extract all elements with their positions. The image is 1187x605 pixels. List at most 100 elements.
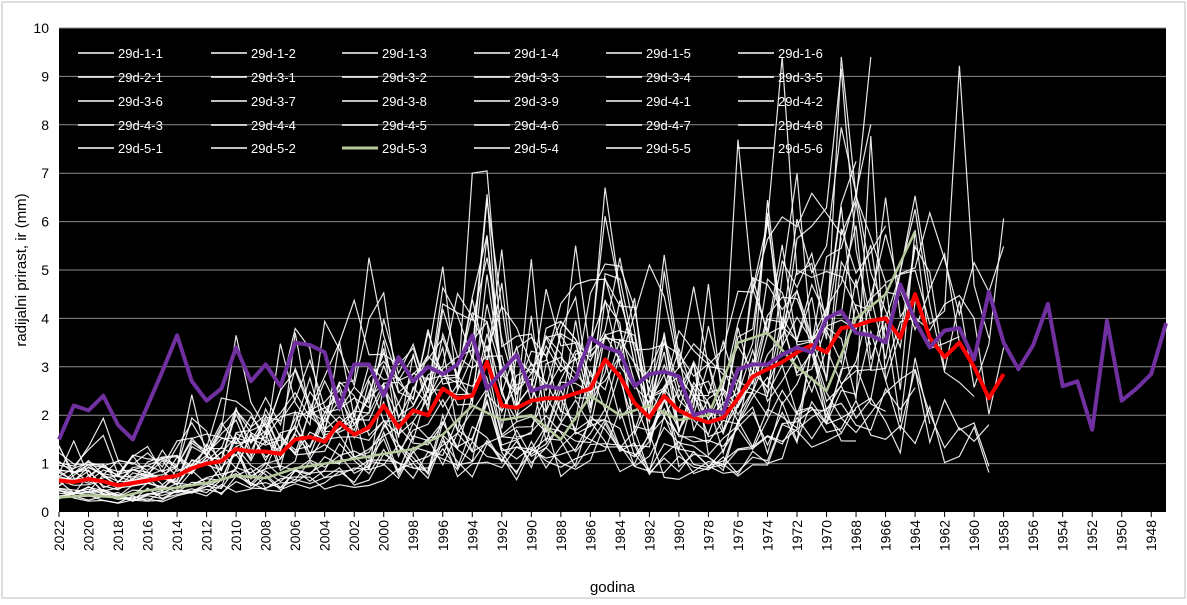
legend-label: 29d-5-3 — [382, 141, 427, 156]
x-tick-label: 1972 — [789, 520, 805, 551]
x-tick-label: 2016 — [140, 520, 156, 551]
mean-series-line — [58, 292, 1006, 488]
x-tick-label: 1976 — [730, 520, 746, 551]
x-tick-label: 1948 — [1143, 520, 1159, 551]
legend-label: 29d-1-1 — [118, 46, 163, 61]
y-tick-label: 3 — [41, 359, 49, 375]
x-tick-label: 1960 — [966, 520, 982, 551]
x-tick-label: 1982 — [641, 520, 657, 551]
x-tick-label: 1962 — [937, 520, 953, 551]
x-axis-title: godina — [590, 579, 636, 596]
y-tick-label: 7 — [41, 165, 49, 181]
sample-series-line — [58, 385, 842, 500]
legend-label: 29d-3-4 — [646, 70, 691, 85]
legend: 29d-1-1 29d-1-2 29d-1-3 29d-1-4 29d-1-5 29d-1… — [78, 46, 823, 156]
x-tick-label: 2018 — [110, 520, 126, 551]
sample-series-line — [58, 56, 872, 477]
x-tick-label: 1980 — [671, 520, 687, 551]
legend-label: 29d-4-3 — [118, 118, 163, 133]
y-tick-label: 10 — [33, 20, 49, 36]
x-tick-label: 2022 — [51, 520, 67, 551]
legend-label: 29d-3-7 — [251, 94, 296, 109]
legend-label: 29d-3-8 — [382, 94, 427, 109]
legend-label: 29d-2-1 — [118, 70, 163, 85]
x-tick-label: 1984 — [612, 520, 628, 551]
legend-label: 29d-3-9 — [514, 94, 559, 109]
sample-series-line — [58, 68, 1005, 477]
legend-label: 29d-5-5 — [646, 141, 691, 156]
legend-label: 29d-1-4 — [514, 46, 559, 61]
x-tick-label: 1956 — [1025, 520, 1041, 551]
index-series-line — [57, 282, 1168, 442]
sample-series-line — [58, 135, 916, 493]
x-tick-label: 1990 — [523, 520, 539, 551]
x-tick-label: 1994 — [464, 520, 480, 551]
sample-series-line — [58, 387, 916, 504]
x-tick-label: 2000 — [376, 520, 392, 551]
x-tick-label: 1968 — [848, 520, 864, 551]
y-tick-label: 2 — [41, 407, 49, 423]
legend-label: 29d-3-5 — [778, 70, 823, 85]
y-tick-label: 8 — [41, 117, 49, 133]
legend-label: 29d-1-5 — [646, 46, 691, 61]
x-tick-label: 1974 — [759, 520, 775, 551]
legend-label: 29d-4-8 — [778, 118, 823, 133]
legend-label: 29d-4-7 — [646, 118, 691, 133]
y-tick-label: 1 — [41, 456, 49, 472]
legend-label: 29d-4-4 — [251, 118, 296, 133]
y-tick-label: 9 — [41, 68, 49, 84]
x-tick-label: 2014 — [169, 520, 185, 551]
legend-label: 29d-3-1 — [251, 70, 296, 85]
x-tick-label: 2004 — [317, 520, 333, 551]
sample-series-line — [58, 279, 1005, 490]
legend-label: 29d-4-6 — [514, 118, 559, 133]
x-tick-label: 1986 — [582, 520, 598, 551]
legend-label: 29d-1-2 — [251, 46, 296, 61]
x-tick-label: 1978 — [700, 520, 716, 551]
legend-label: 29d-4-2 — [778, 94, 823, 109]
y-axis-title: radijalni prirast, ir (mm) — [13, 193, 30, 346]
sample-series-line — [58, 364, 886, 500]
x-tick-label: 1992 — [494, 520, 510, 551]
sample-series-line — [58, 194, 931, 477]
x-tick-label: 1952 — [1084, 520, 1100, 551]
x-tick-label: 1964 — [907, 520, 923, 551]
x-tick-label: 1970 — [819, 520, 835, 551]
legend-label: 29d-5-2 — [251, 141, 296, 156]
legend-label: 29d-1-3 — [382, 46, 427, 61]
legend-label: 29d-5-4 — [514, 141, 559, 156]
x-tick-label: 1966 — [878, 520, 894, 551]
legend-label: 29d-5-1 — [118, 141, 163, 156]
sample-series-line — [58, 399, 990, 502]
legend-label: 29d-4-1 — [646, 94, 691, 109]
legend-label: 29d-3-3 — [514, 70, 559, 85]
legend-label: 29d-3-2 — [382, 70, 427, 85]
x-tick-label: 2020 — [81, 520, 97, 551]
y-tick-label: 4 — [41, 310, 49, 326]
x-tick-label: 1954 — [1055, 520, 1071, 551]
y-tick-label: 6 — [41, 214, 49, 230]
x-axis-ticks: 2022 2020 2018 2016 2014 2012 2010 2008 2006 2004… — [51, 512, 1159, 551]
x-tick-label: 1958 — [996, 520, 1012, 551]
sample-series-line — [58, 368, 990, 501]
y-tick-label: 0 — [41, 504, 49, 520]
x-tick-label: 2010 — [228, 520, 244, 551]
legend-label: 29d-4-5 — [382, 118, 427, 133]
sample-series-line — [58, 161, 857, 482]
x-tick-label: 1996 — [435, 520, 451, 551]
legend-label: 29d-3-6 — [118, 94, 163, 109]
legend-label: 29d-1-6 — [778, 46, 823, 61]
x-tick-label: 2008 — [258, 520, 274, 551]
sample-series-line — [58, 329, 990, 502]
x-tick-label: 1988 — [553, 520, 569, 551]
legend-label: 29d-5-6 — [778, 141, 823, 156]
x-tick-label: 1950 — [1114, 520, 1130, 551]
highlight-series-line — [58, 230, 917, 499]
y-tick-label: 5 — [41, 262, 49, 278]
sample-series-line — [58, 173, 1005, 487]
x-tick-label: 2012 — [199, 520, 215, 551]
x-tick-label: 1998 — [405, 520, 421, 551]
highlight-series-group — [57, 230, 1168, 499]
